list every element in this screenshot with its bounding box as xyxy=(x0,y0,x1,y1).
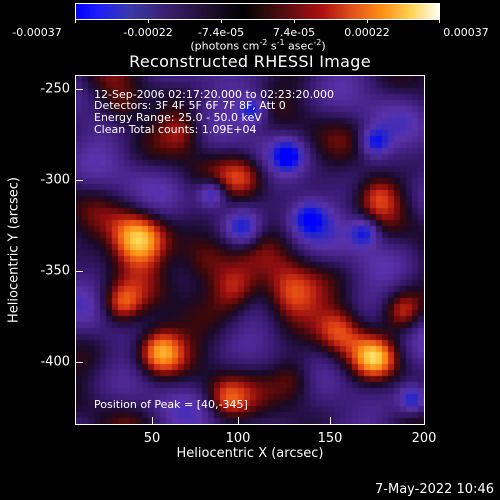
x-tick-label: 150 xyxy=(317,431,343,446)
y-tick-label: -400 xyxy=(40,354,70,370)
rhessi-image-canvas xyxy=(76,76,424,424)
annotation-peak-position: Position of Peak = [40,-345] xyxy=(94,398,248,411)
y-tick xyxy=(76,271,83,272)
colorbar-tick-label: 0.00022 xyxy=(344,26,390,39)
x-tick-label: 200 xyxy=(411,431,437,446)
x-axis-label: Heliocentric X (arcsec) xyxy=(176,446,324,461)
colorbar-tick xyxy=(148,19,149,23)
x-tick-label: 50 xyxy=(143,431,161,446)
annotation-detectors: Detectors: 3F 4F 5F 6F 7F 8F, Att 0 xyxy=(94,99,286,112)
x-tick xyxy=(330,417,331,424)
y-tick-label: -250 xyxy=(40,81,70,97)
rhessi-image xyxy=(75,75,425,425)
plot-timestamp: 7-May-2022 10:46 xyxy=(375,482,494,497)
y-tick xyxy=(76,89,83,90)
x-tick xyxy=(238,417,239,424)
annotation-time-range: 12-Sep-2006 02:17:20.000 to 02:23:20.000 xyxy=(94,88,334,101)
colorbar-tick xyxy=(294,19,295,23)
colorbar-tick xyxy=(75,19,76,23)
colorbar-tick xyxy=(439,19,440,23)
x-tick xyxy=(424,417,425,424)
annotation-energy: Energy Range: 25.0 - 50.0 keV xyxy=(94,111,262,124)
colorbar-tick-label: -7.4e-05 xyxy=(197,26,245,39)
colorbar-tick-label: 7.4e-05 xyxy=(272,26,316,39)
colorbar-tick-label: 0.00037 xyxy=(443,26,489,39)
x-tick-label: 100 xyxy=(225,431,251,446)
colorbar-unit-label: (photons cm-2 s-1 asec-2) xyxy=(190,38,326,53)
colorbar-tick-label: -0.00022 xyxy=(123,26,173,39)
y-tick xyxy=(76,180,83,181)
colorbar-tick xyxy=(221,19,222,23)
colorbar-tick-label: -0.00037 xyxy=(12,26,62,39)
colorbar-tick xyxy=(367,19,368,23)
y-tick xyxy=(76,362,83,363)
y-axis-label: Heliocentric Y (arcsec) xyxy=(6,177,22,323)
colorbar xyxy=(75,3,440,20)
annotation-clean: Clean Total counts: 1.09E+04 xyxy=(94,123,257,136)
x-tick xyxy=(152,417,153,424)
y-tick-label: -350 xyxy=(40,263,70,279)
plot-title: Reconstructed RHESSI Image xyxy=(129,52,371,71)
y-tick-label: -300 xyxy=(40,172,70,188)
